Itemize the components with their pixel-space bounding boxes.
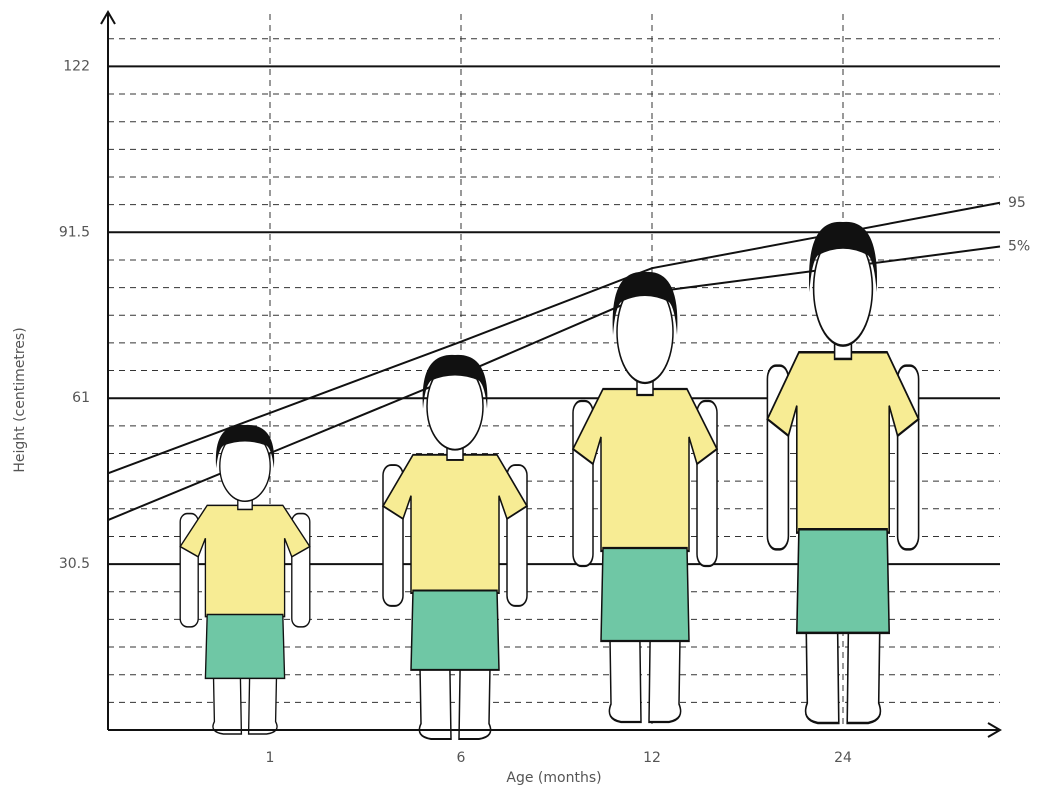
- series-label: 5%: [1008, 239, 1030, 255]
- line-extension: [107, 411, 271, 475]
- child-figure: [382, 353, 528, 740]
- axes: [100, 10, 1002, 738]
- y-tick-label: 61: [72, 390, 90, 406]
- x-axis-label: Age (months): [506, 770, 601, 786]
- x-tick-label: 6: [457, 750, 466, 766]
- line-extension: [842, 201, 1001, 234]
- series-line: [269, 266, 844, 455]
- child-figure: [766, 220, 920, 725]
- child-figure: [571, 270, 719, 724]
- x-tick-label: 12: [643, 750, 661, 766]
- illustration: [179, 220, 920, 740]
- x-tick-label: 1: [266, 750, 275, 766]
- y-tick-label: 91.5: [59, 224, 90, 240]
- child-figure: [179, 424, 311, 735]
- series-label: 95: [1008, 195, 1026, 211]
- y-tick-label: 30.5: [59, 556, 90, 572]
- y-axis-label: Height (centimetres): [12, 327, 28, 472]
- x-tick-label: 24: [834, 750, 852, 766]
- y-axis: [100, 10, 116, 730]
- y-tick-label: 122: [63, 58, 90, 74]
- series-line: [269, 231, 844, 414]
- x-axis: [108, 722, 1002, 738]
